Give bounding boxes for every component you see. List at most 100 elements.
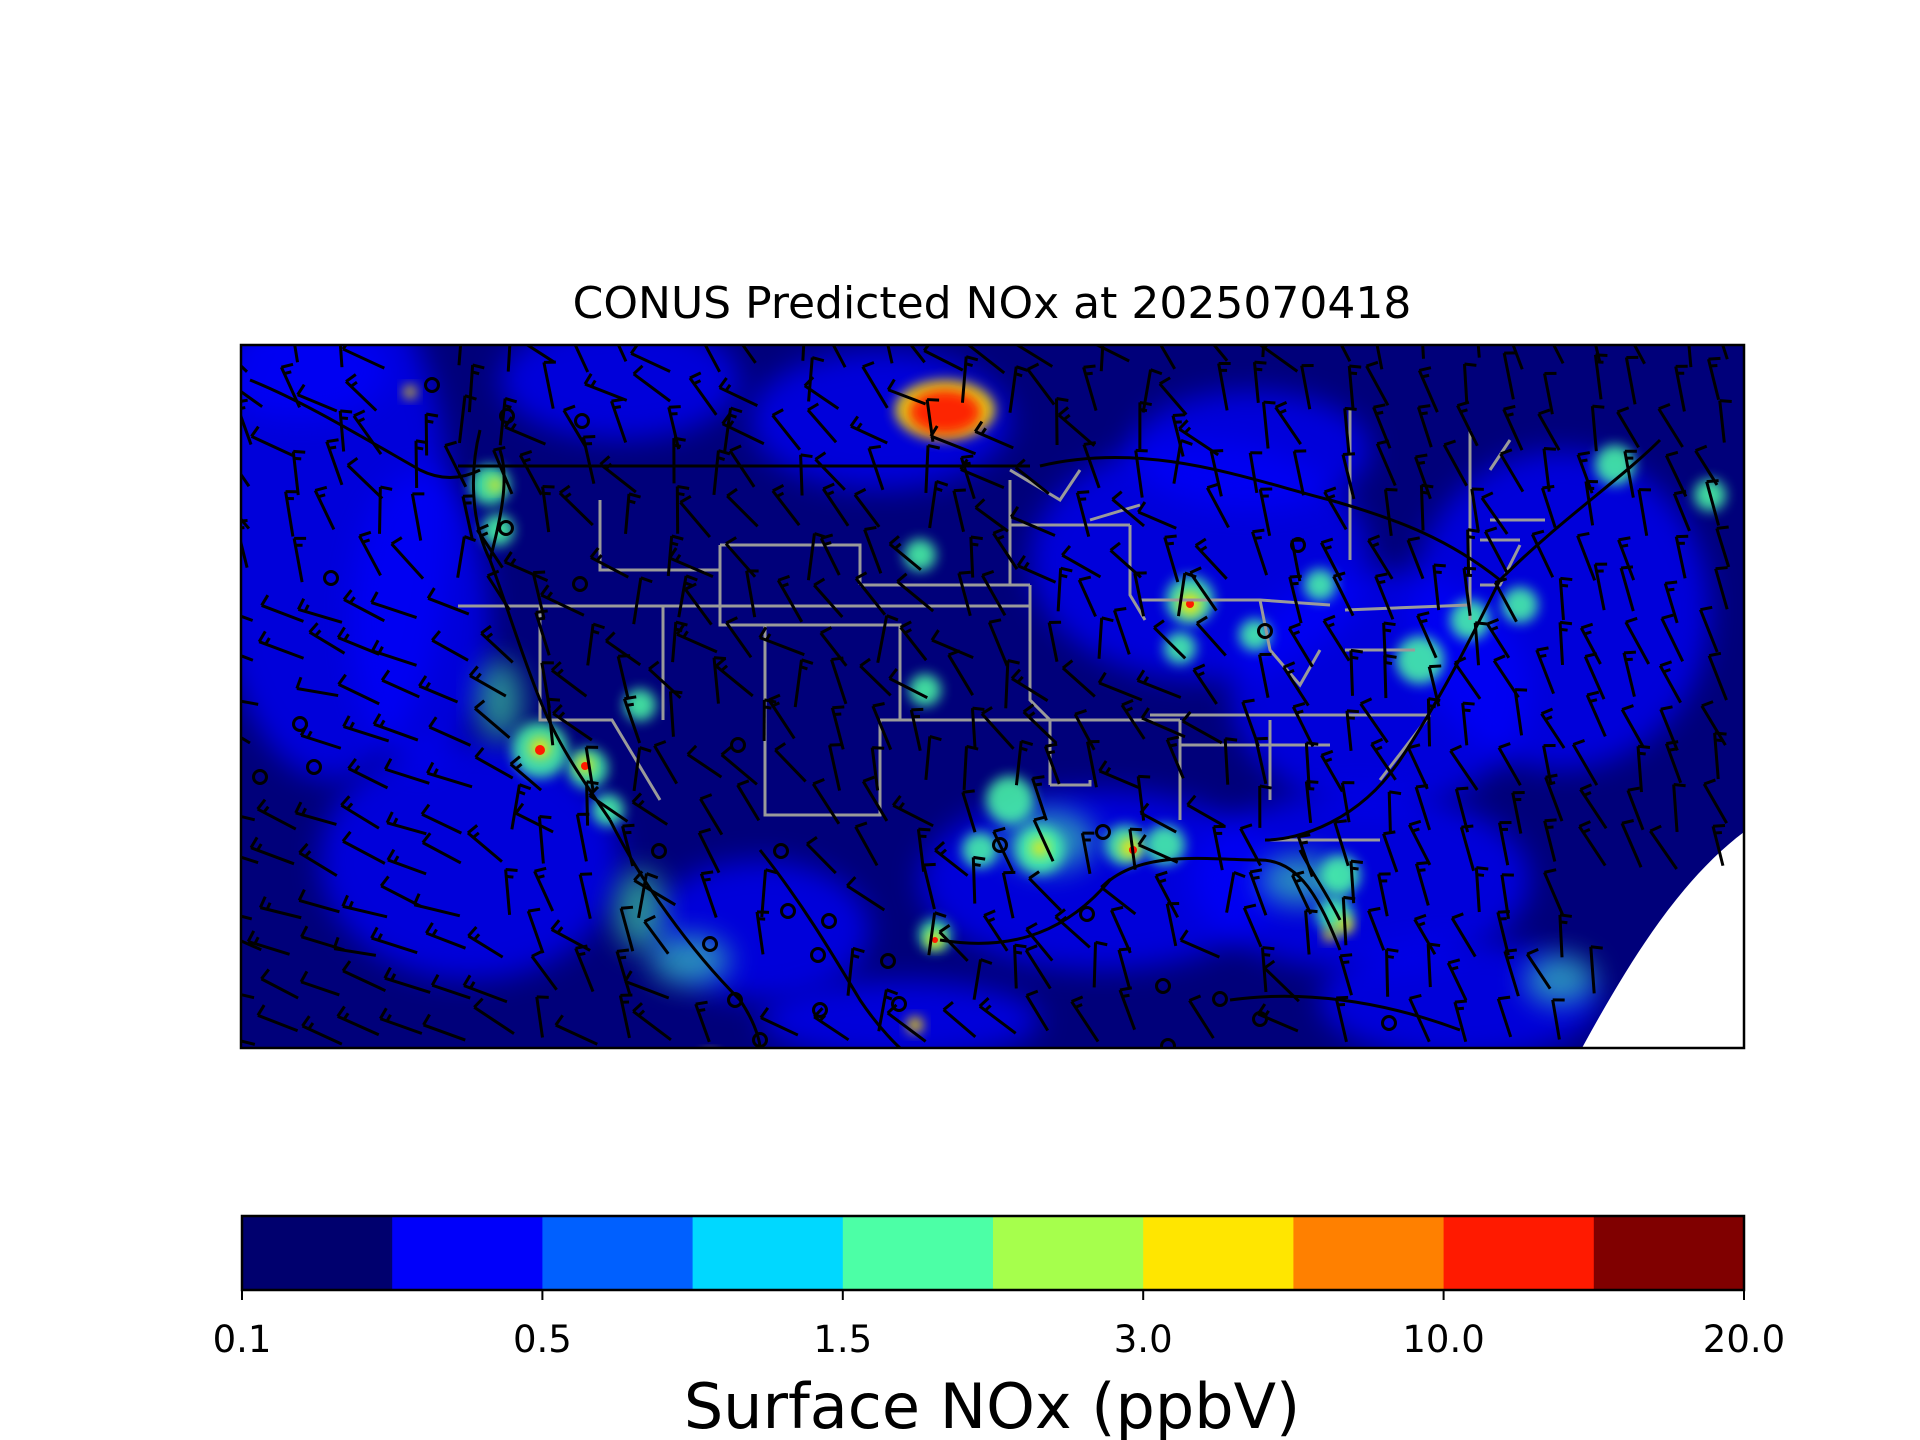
wind-barb [1417,366,1439,413]
wind-barb [871,702,893,751]
wind-barb [688,371,718,416]
wind-barb [426,587,470,616]
wind-barb [420,803,463,835]
wind-barb [1320,749,1344,793]
wind-barb [1375,345,1384,370]
wind-barb [1118,986,1137,1031]
coastline [758,849,902,1048]
wind-barb [1466,528,1480,575]
wind-barb [1483,526,1509,575]
wind-barb [1552,345,1565,365]
wind-barb [1578,820,1607,867]
wind-barb [1258,487,1273,537]
wind-barb [1349,859,1364,904]
wind-barb [1241,698,1260,747]
wind-barb [1009,506,1056,537]
wind-barb [249,836,295,866]
wind-barb [672,436,686,484]
wind-barb [1165,735,1185,779]
wind-barb [1432,563,1446,611]
wind-barb [578,872,593,920]
wind-barb [970,706,985,750]
wind-barb [338,345,344,368]
wind-barb [599,455,637,494]
wind-barb [486,569,511,611]
wind-barb-calm [992,837,1008,853]
wind-barb [877,988,899,1032]
wind-barb [760,868,778,918]
nox-region-low [1130,390,1370,510]
nox-hotspot [909,674,941,706]
wind-barb [352,409,383,456]
wind-barb [1616,406,1640,449]
wind-barb [540,584,585,617]
wind-barb [514,802,554,834]
wind-barb [632,576,653,625]
colorbar-tick-labels: 0.1 0.5 1.5 3.0 10.0 20.0 [213,1318,1786,1361]
wind-barb [535,995,549,1038]
wind-barb [982,909,1009,952]
wind-barb [332,936,377,957]
wind-barb [1657,402,1684,448]
wind-barb [1055,397,1069,446]
wind-barb [677,574,698,618]
wind-barb [297,597,343,624]
wind-barb [703,345,721,373]
wind-barb-calm [812,1002,828,1018]
wind-barb [962,744,979,790]
wind-barb-calm [651,843,667,859]
colorbar-tick-label: 0.1 [213,1318,272,1361]
wind-barb [1416,611,1438,659]
wind-barb [1558,576,1573,621]
wind-barb [1061,544,1102,579]
wind-barb [510,783,532,830]
wind-barb-calm [323,570,339,586]
wind-barb [241,1039,256,1046]
wind-barb [942,1001,977,1038]
wind-barb [1365,360,1390,407]
wind-barb [295,676,339,698]
wind-barb [1141,368,1163,413]
wind-barb [1008,365,1029,413]
state-border [1128,525,1147,621]
wind-barb [1165,902,1180,947]
coastline [1498,438,1662,582]
wind-barb [1258,652,1272,698]
wind-barb [1274,401,1302,445]
wind-barb [347,757,389,790]
coastline [1039,456,1501,582]
coastline [488,449,506,561]
colorbar-tick-label: 20.0 [1703,1318,1785,1361]
wind-barb-calm [752,1032,768,1048]
wind-barb [1454,786,1470,833]
wind-barb [524,345,556,364]
wind-barb [981,569,1007,617]
wind-barb [631,792,669,826]
wind-barb [699,793,724,836]
wind-barb [1128,827,1142,870]
wind-barb [1383,654,1397,699]
wind-barb [1583,652,1606,700]
wind-barb-calm [498,520,514,536]
wind-barb [586,622,606,666]
wind-barb [1061,659,1096,698]
wind-barb [725,616,753,659]
wind-barb [1711,823,1726,867]
wind-barb [1663,580,1679,624]
wind-barb [806,402,838,444]
map-frame [239,343,1746,1050]
wind-barb [992,527,1019,570]
wind-barb-calm [891,996,907,1012]
wind-barb [241,855,259,865]
map-title: CONUS Predicted NOx at 2025070418 [573,278,1412,329]
wind-barb [299,724,342,750]
wind-barb [771,408,802,451]
wind-barb [633,870,677,907]
wind-barb [978,996,1017,1035]
wind-barb [414,439,429,488]
wind-barb [1100,878,1137,916]
colorbar-tick-label: 3.0 [1114,1318,1173,1361]
wind-barb [1496,995,1513,1038]
wind-barb [643,914,670,955]
wind-barb-calm [1212,991,1228,1007]
